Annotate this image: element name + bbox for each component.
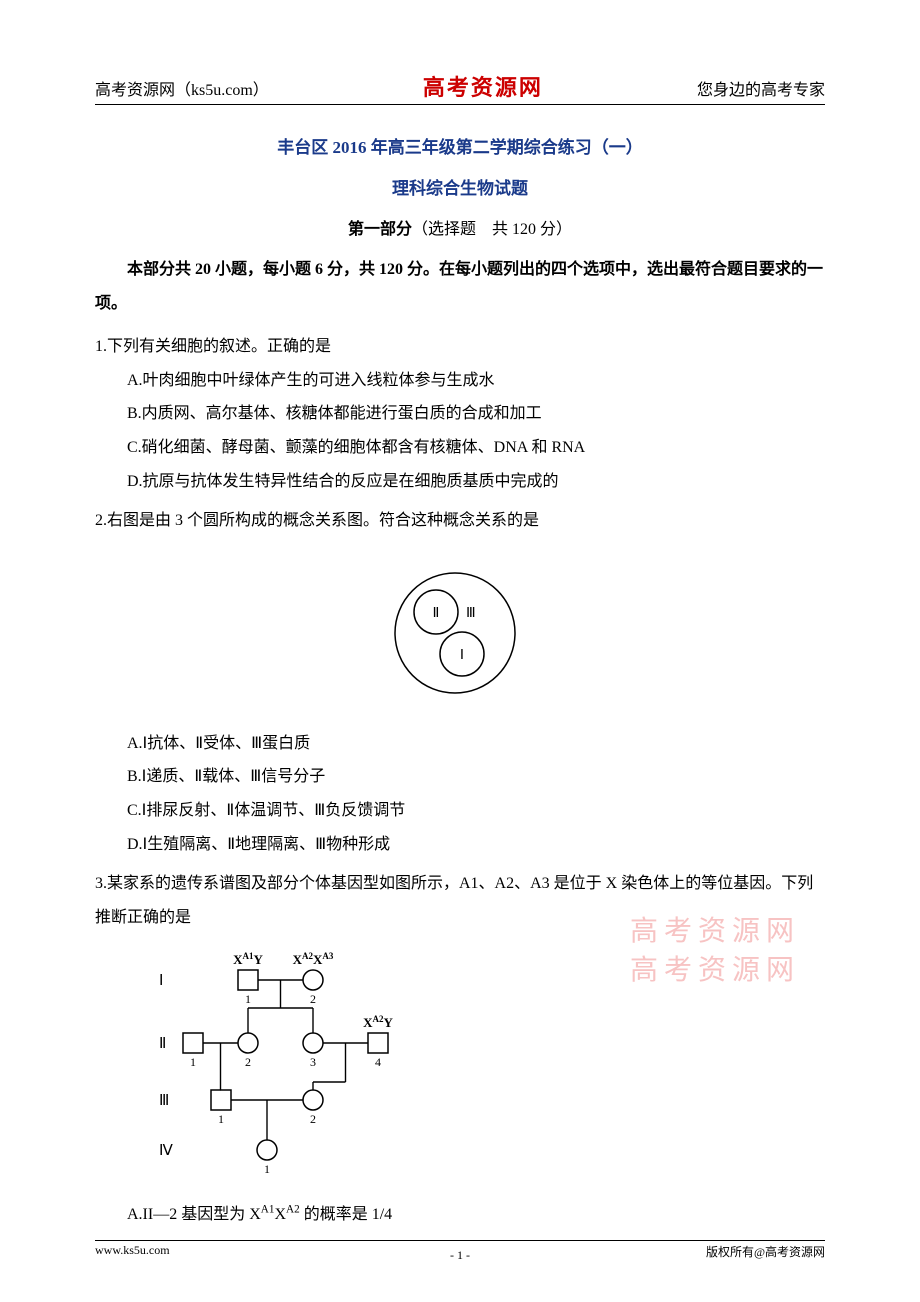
svg-text:Ⅳ: Ⅳ bbox=[159, 1143, 173, 1159]
question-2: 2.右图是由 3 个圆所构成的概念关系图。符合这种概念关系的是 bbox=[95, 504, 825, 538]
q1-opt-d: D.抗原与抗体发生特异性结合的反应是在细胞质基质中完成的 bbox=[95, 465, 825, 499]
svg-text:1: 1 bbox=[218, 1112, 224, 1126]
q2-opt-a: A.Ⅰ抗体、Ⅱ受体、Ⅲ蛋白质 bbox=[95, 727, 825, 761]
header-logo-text: 高考资源网 bbox=[423, 70, 543, 102]
q2-opt-b: B.Ⅰ递质、Ⅱ载体、Ⅲ信号分子 bbox=[95, 760, 825, 794]
venn-label-i: Ⅰ bbox=[460, 648, 464, 663]
section-header: 第一部分（选择题 共 120 分） bbox=[95, 215, 825, 239]
svg-text:Ⅱ: Ⅱ bbox=[159, 1036, 166, 1052]
question-2-options: A.Ⅰ抗体、Ⅱ受体、Ⅲ蛋白质 B.Ⅰ递质、Ⅱ载体、Ⅲ信号分子 C.Ⅰ排尿反射、Ⅱ… bbox=[95, 727, 825, 861]
exam-subtitle: 理科综合生物试题 bbox=[95, 174, 825, 199]
q2-opt-d: D.Ⅰ生殖隔离、Ⅱ地理隔离、Ⅲ物种形成 bbox=[95, 828, 825, 862]
footer-right: 版权所有@高考资源网 bbox=[706, 1243, 825, 1260]
svg-text:3: 3 bbox=[310, 1055, 316, 1069]
header-right: 您身边的高考专家 bbox=[697, 76, 825, 100]
svg-text:2: 2 bbox=[310, 1112, 316, 1126]
q1-opt-a: A.叶肉细胞中叶绿体产生的可进入线粒体参与生成水 bbox=[95, 364, 825, 398]
svg-text:1: 1 bbox=[264, 1162, 270, 1175]
svg-text:Ⅰ: Ⅰ bbox=[159, 973, 163, 989]
q1-opt-c: C.硝化细菌、酵母菌、颤藻的细胞体都含有核糖体、DNA 和 RNA bbox=[95, 431, 825, 465]
q2-opt-c: C.Ⅰ排尿反射、Ⅱ体温调节、Ⅲ负反馈调节 bbox=[95, 794, 825, 828]
section-label-rest: （选择题 共 120 分） bbox=[412, 221, 572, 238]
pedigree-svg: Ⅰ Ⅱ Ⅲ Ⅳ XA1Y XA2XA3 1 2 XA2Y 1 2 3 4 1 2 1 bbox=[153, 950, 433, 1175]
q1-stem: 1.下列有关细胞的叙述。正确的是 bbox=[95, 330, 825, 364]
svg-text:XA2XA3: XA2XA3 bbox=[293, 951, 334, 967]
svg-text:4: 4 bbox=[375, 1055, 381, 1069]
page-header: 高考资源网（ks5u.com） 高考资源网 您身边的高考专家 bbox=[95, 70, 825, 105]
svg-text:Ⅲ: Ⅲ bbox=[159, 1093, 169, 1109]
pedigree-diagram: Ⅰ Ⅱ Ⅲ Ⅳ XA1Y XA2XA3 1 2 XA2Y 1 2 3 4 1 2 1 bbox=[153, 950, 825, 1180]
q3-opt-a: A.II—2 基因型为 XA1XA2 的概率是 1/4 bbox=[95, 1198, 825, 1232]
svg-text:XA2Y: XA2Y bbox=[363, 1014, 393, 1030]
venn-label-iii: Ⅲ bbox=[466, 606, 476, 621]
footer-left: www.ks5u.com bbox=[95, 1243, 170, 1260]
q3-stem: 3.某家系的遗传系谱图及部分个体基因型如图所示，A1、A2、A3 是位于 X 染… bbox=[95, 867, 825, 934]
footer-page-number: - 1 - bbox=[450, 1248, 470, 1263]
svg-text:1: 1 bbox=[190, 1055, 196, 1069]
section-label-bold: 第一部分 bbox=[348, 221, 412, 238]
svg-text:2: 2 bbox=[310, 992, 316, 1006]
svg-text:2: 2 bbox=[245, 1055, 251, 1069]
svg-text:1: 1 bbox=[245, 992, 251, 1006]
page-footer: www.ks5u.com 版权所有@高考资源网 - 1 - bbox=[95, 1240, 825, 1260]
q2-stem: 2.右图是由 3 个圆所构成的概念关系图。符合这种概念关系的是 bbox=[95, 504, 825, 538]
instructions: 本部分共 20 小题，每小题 6 分，共 120 分。在每小题列出的四个选项中，… bbox=[95, 253, 825, 320]
svg-text:XA1Y: XA1Y bbox=[233, 951, 263, 967]
question-3: 3.某家系的遗传系谱图及部分个体基因型如图所示，A1、A2、A3 是位于 X 染… bbox=[95, 867, 825, 934]
question-3-options: A.II—2 基因型为 XA1XA2 的概率是 1/4 bbox=[95, 1198, 825, 1232]
q1-opt-b: B.内质网、高尔基体、核糖体都能进行蛋白质的合成和加工 bbox=[95, 397, 825, 431]
venn-svg: Ⅱ Ⅰ Ⅲ bbox=[380, 558, 540, 708]
exam-title: 丰台区 2016 年高三年级第二学期综合练习（一） bbox=[95, 133, 825, 158]
question-1: 1.下列有关细胞的叙述。正确的是 A.叶肉细胞中叶绿体产生的可进入线粒体参与生成… bbox=[95, 330, 825, 498]
header-left: 高考资源网（ks5u.com） bbox=[95, 76, 269, 100]
venn-label-ii: Ⅱ bbox=[433, 606, 440, 621]
venn-diagram: Ⅱ Ⅰ Ⅲ bbox=[95, 558, 825, 713]
